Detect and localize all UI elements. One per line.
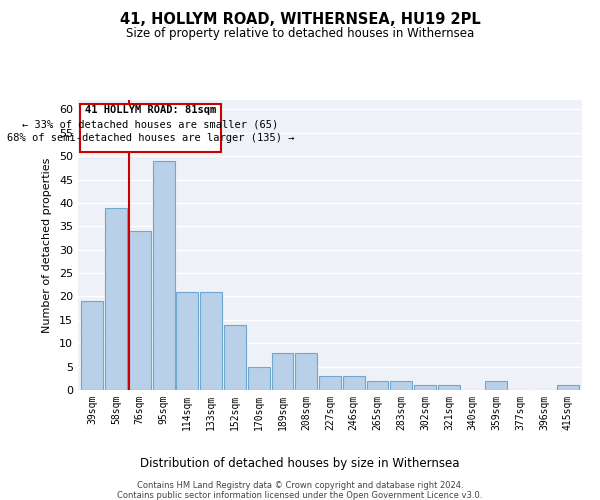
Text: 41 HOLLYM ROAD: 81sqm: 41 HOLLYM ROAD: 81sqm bbox=[85, 105, 216, 115]
Bar bbox=[438, 386, 460, 390]
Bar bbox=[82, 301, 103, 390]
FancyBboxPatch shape bbox=[80, 104, 221, 152]
Bar bbox=[272, 352, 293, 390]
Text: Size of property relative to detached houses in Withernsea: Size of property relative to detached ho… bbox=[126, 28, 474, 40]
Text: 68% of semi-detached houses are larger (135) →: 68% of semi-detached houses are larger (… bbox=[7, 133, 294, 143]
Bar bbox=[414, 386, 436, 390]
Bar bbox=[176, 292, 198, 390]
Bar bbox=[105, 208, 127, 390]
Bar bbox=[224, 324, 246, 390]
Bar bbox=[319, 376, 341, 390]
Text: 41, HOLLYM ROAD, WITHERNSEA, HU19 2PL: 41, HOLLYM ROAD, WITHERNSEA, HU19 2PL bbox=[119, 12, 481, 28]
Text: ← 33% of detached houses are smaller (65): ← 33% of detached houses are smaller (65… bbox=[22, 119, 278, 129]
Text: Contains public sector information licensed under the Open Government Licence v3: Contains public sector information licen… bbox=[118, 491, 482, 500]
Bar bbox=[129, 231, 151, 390]
Bar bbox=[343, 376, 365, 390]
Y-axis label: Number of detached properties: Number of detached properties bbox=[42, 158, 52, 332]
Bar bbox=[295, 352, 317, 390]
Bar bbox=[248, 366, 269, 390]
Bar bbox=[557, 386, 578, 390]
Bar bbox=[367, 380, 388, 390]
Text: Contains HM Land Registry data © Crown copyright and database right 2024.: Contains HM Land Registry data © Crown c… bbox=[137, 481, 463, 490]
Bar bbox=[200, 292, 222, 390]
Bar bbox=[152, 161, 175, 390]
Text: Distribution of detached houses by size in Withernsea: Distribution of detached houses by size … bbox=[140, 458, 460, 470]
Bar bbox=[485, 380, 508, 390]
Bar bbox=[391, 380, 412, 390]
